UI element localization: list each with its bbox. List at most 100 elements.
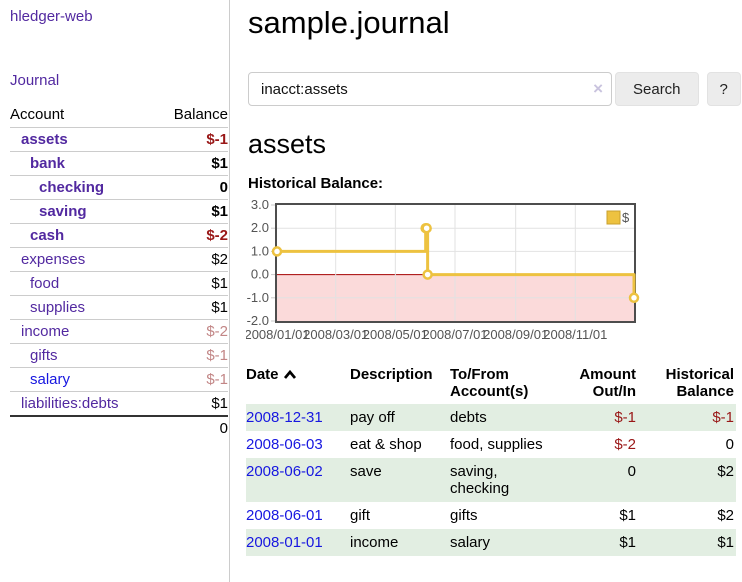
- account-link[interactable]: liabilities:debts: [21, 395, 119, 412]
- legend-swatch: [606, 210, 621, 225]
- account-row: salary $-1: [10, 367, 228, 392]
- account-link[interactable]: bank: [30, 155, 66, 172]
- transaction-amount: $1: [619, 507, 636, 524]
- transaction-amount: $1: [619, 534, 636, 551]
- account-balance: $1: [155, 295, 228, 320]
- account-balance: $-1: [155, 367, 228, 392]
- account-link[interactable]: saving: [39, 203, 87, 220]
- accounts-total-spacer: [10, 415, 156, 440]
- sidebar: hledger-web Journal Account Balance asse…: [0, 0, 230, 582]
- search-button[interactable]: Search: [615, 72, 699, 106]
- register-header-row: Date Description To/From Account(s) Amou…: [246, 362, 736, 404]
- account-balance: $1: [155, 199, 228, 224]
- transaction-description: save: [350, 463, 382, 480]
- account-balance: $-1: [155, 343, 228, 368]
- account-page-title: assets: [248, 129, 327, 159]
- account-balance: $-2: [155, 319, 228, 344]
- sidebar-item-journal[interactable]: Journal: [10, 72, 60, 89]
- account-row: cash $-2: [10, 223, 228, 248]
- transaction-date-link[interactable]: 2008-06-03: [246, 436, 323, 453]
- data-point-marker: [271, 246, 283, 257]
- data-point-marker: [421, 222, 432, 234]
- transaction-balance: 0: [725, 436, 734, 453]
- x-tick-label: 2008/03/01: [303, 327, 368, 342]
- x-tick-label: 2008/07/01: [422, 327, 487, 342]
- description-column-header: Description: [350, 366, 433, 383]
- transaction-date-link[interactable]: 2008-06-02: [246, 463, 323, 480]
- x-tick-label: 2008/01/01: [246, 327, 310, 342]
- y-tick-label: 1.0: [251, 243, 269, 258]
- transaction-amount: $-1: [614, 409, 636, 426]
- account-row: income $-2: [10, 319, 228, 344]
- data-point-marker: [422, 269, 433, 280]
- account-link[interactable]: checking: [39, 179, 105, 196]
- account-row: supplies $1: [10, 295, 228, 320]
- transaction-date-link[interactable]: 2008-06-01: [246, 507, 323, 524]
- search-help-button[interactable]: ?: [706, 72, 741, 106]
- search-form: × Search ?: [248, 72, 742, 106]
- transaction-description: eat & shop: [350, 436, 422, 453]
- account-balance: 0: [155, 175, 228, 200]
- account-row: checking 0: [10, 175, 228, 200]
- transaction-row: 2008-06-01 gift gifts $1 $2: [246, 502, 736, 529]
- transaction-description: income: [350, 534, 399, 551]
- account-row: saving $1: [10, 199, 228, 224]
- x-tick-label: 2008/05/01: [363, 327, 428, 342]
- account-link[interactable]: food: [30, 275, 60, 292]
- sort-ascending-icon: [283, 369, 296, 379]
- transaction-balance: $2: [717, 507, 734, 524]
- search-input[interactable]: [248, 72, 612, 106]
- search-box: ×: [248, 72, 612, 106]
- transaction-date-link[interactable]: 2008-01-01: [246, 534, 323, 551]
- account-link[interactable]: salary: [30, 371, 71, 388]
- tofrom-column-header: To/From Account(s): [450, 366, 529, 400]
- transaction-accounts: salary: [450, 534, 491, 551]
- account-column-header: Account: [10, 106, 65, 123]
- transaction-balance: $1: [717, 534, 734, 551]
- transaction-date-link[interactable]: 2008-12-31: [246, 409, 323, 426]
- transaction-accounts: gifts: [450, 507, 478, 524]
- account-balance: $1: [155, 151, 228, 176]
- legend-label: $: [622, 210, 630, 225]
- transaction-balance: $2: [717, 463, 734, 480]
- account-link[interactable]: income: [21, 323, 70, 340]
- account-link[interactable]: cash: [30, 227, 65, 244]
- plot-border: [275, 203, 636, 323]
- account-row: expenses $2: [10, 247, 228, 272]
- accounts-table: Account Balance assets $-1 bank $1 check…: [10, 103, 228, 440]
- account-link[interactable]: expenses: [21, 251, 86, 268]
- x-tick-label: 2008/11/01: [543, 327, 607, 342]
- account-link[interactable]: gifts: [30, 347, 58, 364]
- balance-column-header-main: Historical Balance: [665, 366, 734, 400]
- y-tick-label: -1.0: [247, 290, 269, 305]
- account-balance: $1: [155, 391, 228, 416]
- chart-title: Historical Balance:: [248, 175, 384, 192]
- account-balance: $-1: [155, 127, 228, 152]
- app-title-link[interactable]: hledger-web: [10, 8, 93, 25]
- transaction-description: pay off: [350, 409, 395, 426]
- accounts-total-row: 0: [10, 415, 228, 440]
- account-balance: $1: [155, 271, 228, 296]
- account-row: assets $-1: [10, 127, 228, 152]
- y-tick-label: 2.0: [251, 220, 269, 235]
- y-tick-label: -2.0: [247, 313, 269, 328]
- account-link[interactable]: supplies: [30, 299, 86, 316]
- account-row: food $1: [10, 271, 228, 296]
- y-tick-label: 0.0: [251, 267, 269, 282]
- date-column-header[interactable]: Date: [246, 362, 350, 404]
- clear-search-icon[interactable]: ×: [593, 79, 603, 98]
- accounts-total-balance: 0: [155, 415, 228, 440]
- accounts-table-header: Account Balance: [10, 103, 228, 128]
- transaction-accounts: debts: [450, 409, 487, 426]
- transaction-row: 2008-01-01 income salary $1 $1: [246, 529, 736, 556]
- transaction-amount: 0: [627, 463, 636, 480]
- account-row: gifts $-1: [10, 343, 228, 368]
- data-point-marker: [628, 292, 640, 304]
- account-balance: $2: [155, 247, 228, 272]
- y-tick-label: 3.0: [251, 199, 269, 212]
- balance-column-header: Balance: [173, 106, 228, 123]
- x-tick-label: 2008/09/01: [483, 327, 548, 342]
- amount-column-header: Amount Out/In: [579, 366, 636, 400]
- account-link[interactable]: assets: [21, 131, 68, 148]
- transaction-description: gift: [350, 507, 371, 524]
